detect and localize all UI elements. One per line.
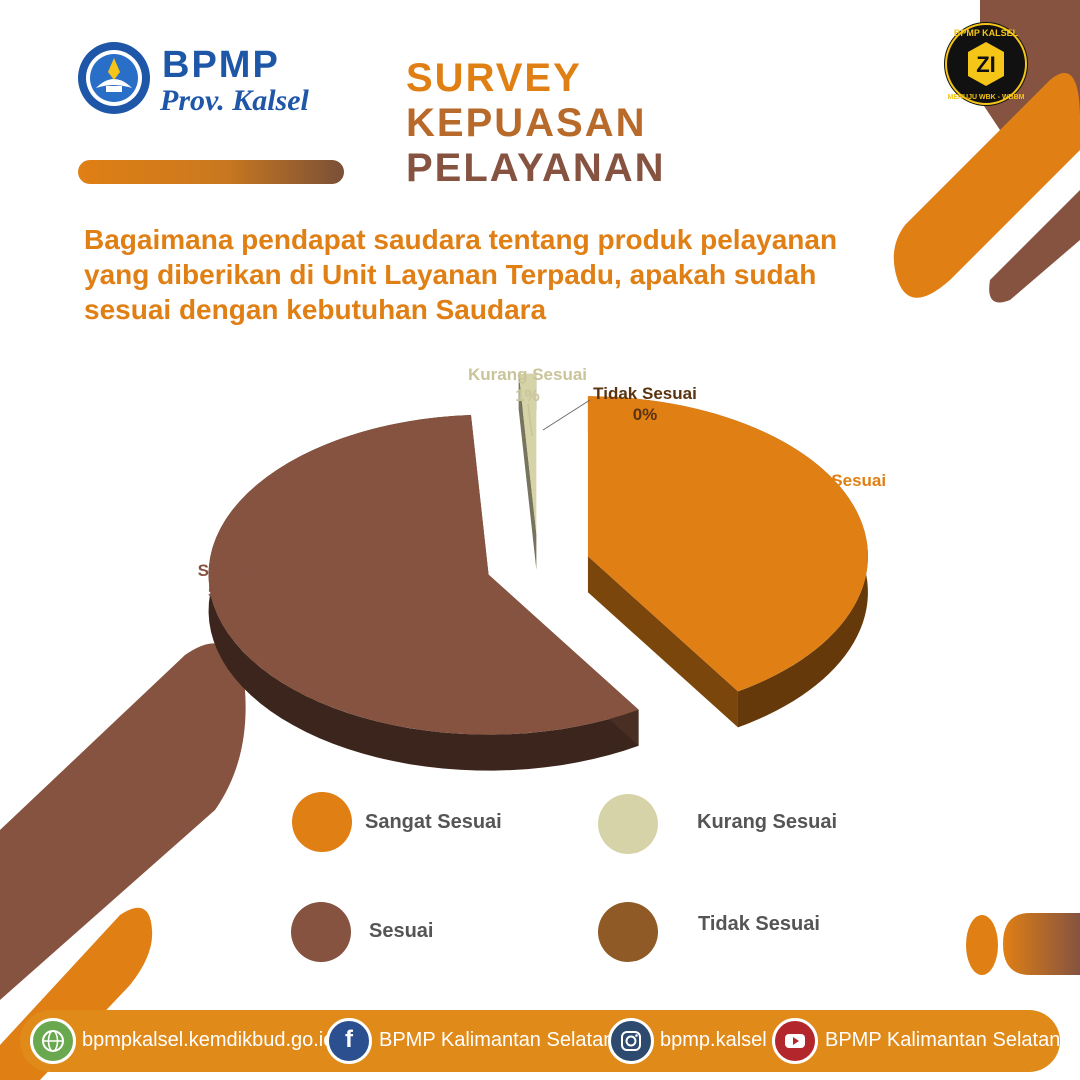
deco-pill-brown-left [0,643,246,1000]
data-label-sesuai-name: Sesuai [197,561,253,580]
globe-icon[interactable] [30,1018,76,1064]
data-label-sesuai: Sesuai 58% [180,560,270,602]
deco-pill-brown-right [989,190,1080,303]
footer-bar [20,1010,1060,1072]
data-label-kurang-sesuai-name: Kurang Sesuai [467,365,588,384]
legend-label-sangat-sesuai: Sangat Sesuai [365,811,502,833]
footer-website-link[interactable]: bpmpkalsel.kemdikbud.go.id [82,1029,335,1051]
legend-swatch-tidak-sesuai [598,902,658,962]
logo-subtitle: Prov. Kalsel [160,84,309,117]
legend-swatch-kurang-sesuai [598,794,658,854]
data-label-sangat-sesuai: Sangat Sesuai 41% [758,470,898,512]
zi-badge: ZI BPMP KALSEL MENUJU WBK - WBBM [944,22,1028,106]
facebook-icon[interactable]: f [326,1018,372,1064]
deco-oval-orange [966,915,998,975]
legend-label-kurang-sesuai: Kurang Sesuai [697,811,838,833]
footer-facebook-link[interactable]: BPMP Kalimantan Selatan [379,1029,615,1051]
data-label-kurang-sesuai: Kurang Sesuai 1% [455,364,600,406]
zi-badge-bottom-text: MENUJU WBK - WBBM [948,94,1025,101]
legend-swatch-sesuai [291,902,351,962]
footer-youtube-link[interactable]: BPMP Kalimantan Selatan [825,1029,1061,1051]
data-label-sesuai-value: 58% [207,582,243,601]
legend-label-sesuai: Sesuai [369,920,434,942]
data-label-tidak-sesuai-value: 0% [632,405,658,424]
logo-title: BPMP [162,44,280,86]
footer-instagram-link[interactable]: bpmp.kalsel [660,1029,767,1051]
tut-wuri-logo [78,42,150,114]
legend-swatch-sangat-sesuai [292,792,352,852]
data-label-kurang-sesuai-value: 1% [515,386,540,405]
title-line-1: SURVEY [406,56,582,100]
legend-label-tidak-sesuai: Tidak Sesuai [698,913,820,935]
deco-pill-orange-right [893,73,1080,298]
zi-badge-center: ZI [976,52,996,77]
data-label-sangat-sesuai-value: 41% [810,492,846,511]
data-label-tidak-sesuai: Tidak Sesuai 0% [582,383,708,425]
data-label-tidak-sesuai-name: Tidak Sesuai [593,384,697,403]
deco-pill-gradient-right [1003,913,1080,975]
youtube-icon[interactable] [772,1018,818,1064]
title-line-3: PELAYANAN [406,146,666,190]
instagram-icon[interactable] [608,1018,654,1064]
deco-header-bar [78,160,344,184]
survey-question: Bagaimana pendapat saudara tentang produ… [84,224,838,325]
title-line-2: KEPUASAN [406,101,647,145]
zi-badge-top-text: BPMP KALSEL [954,28,1019,38]
data-label-sangat-sesuai-name: Sangat Sesuai [769,471,887,490]
